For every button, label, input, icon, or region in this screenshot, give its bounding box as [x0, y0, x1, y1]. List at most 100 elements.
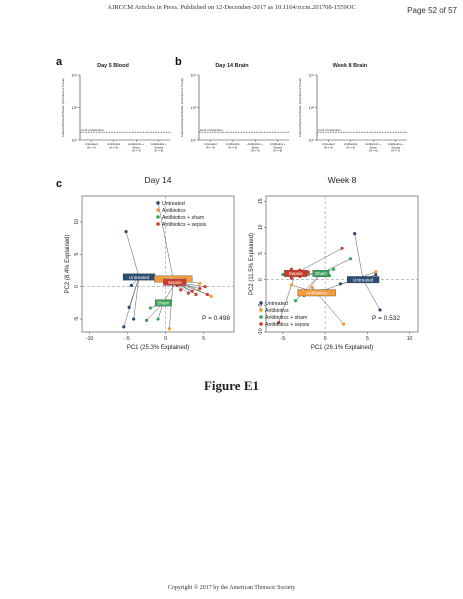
p-value-label: P = 0.532: [372, 315, 400, 322]
y-tick-label: 5: [258, 252, 264, 255]
category-label: Antibiotics (N = 6): [344, 142, 358, 149]
chart-title: Day 5 Blood: [97, 63, 129, 69]
spoke-line: [354, 233, 364, 280]
data-point: [293, 299, 298, 303]
data-point: [378, 308, 382, 312]
x-tick-label: 10: [407, 336, 413, 342]
category-label: Antibiotics + Sham (N = 4): [247, 142, 263, 153]
y-tick-label: 10⁴: [308, 74, 314, 78]
y-axis-label: Cultured Bacterial Burden (Colonies/mL T…: [180, 78, 184, 137]
data-point: [156, 317, 160, 321]
centroid-label-box: [297, 289, 336, 297]
category-label: Untreated (N = 4): [85, 142, 98, 149]
category-label: Antibiotics (N = 6): [107, 142, 121, 149]
x-axis-label: PC1 (26.1% Explained): [311, 345, 373, 351]
data-point: [127, 305, 131, 309]
y-axis-label: PC2 (11.5% Explained): [249, 233, 255, 295]
data-point: [374, 270, 378, 274]
data-point: [353, 232, 357, 236]
category-label: Antibiotics + Sepsis (N = 8): [270, 142, 286, 153]
chart-title: Week 8: [328, 175, 357, 185]
y-axis-label: Cultured Bacterial Burden (Colonies/mL T…: [61, 78, 65, 137]
y-tick-label: -5: [258, 303, 264, 308]
centroid-label: Sepsis: [168, 280, 182, 285]
centroid-label: Sham: [157, 301, 169, 306]
legend-marker: [259, 315, 263, 319]
page-number: Page 52 of 57: [407, 6, 457, 15]
legend-marker: [259, 308, 263, 312]
day14-brain-chart: Day 14 Brain 10⁴ 10² 10⁰ Cultured Bacterial …: [180, 63, 289, 153]
limit-of-detection-label: Limit of detection: [200, 128, 223, 132]
data-point: [122, 325, 126, 329]
spoke-line: [295, 248, 343, 274]
legend-marker: [259, 301, 263, 305]
data-point: [289, 276, 293, 280]
data-point: [306, 270, 310, 274]
chart-title: Day 14 Brain: [215, 63, 249, 69]
y-tick-label: 10²: [191, 106, 197, 110]
journal-header: AJRCCM Articles in Press. Published on 1…: [107, 4, 356, 11]
spoke-line: [316, 292, 344, 325]
legend-label: Untreated: [162, 201, 185, 207]
y-tick-label: 15: [258, 198, 264, 204]
limit-of-detection-label: Limit of detection: [318, 128, 341, 132]
day14-pca-chart: Day 14 -10 -5 0 5 -5 0 5 10 PC1 (25.3% Explained)…: [65, 175, 235, 351]
centroid-label-box: [312, 270, 330, 277]
centroid-label-box: [347, 276, 380, 284]
y-tick-label: 10⁰: [309, 139, 315, 143]
limit-of-detection-label: Limit of detection: [81, 128, 104, 132]
y-tick-label: 10⁰: [72, 139, 78, 143]
category-label: Antibiotics (N = 6): [226, 142, 240, 149]
centroid-label-box: [284, 270, 308, 277]
data-point: [132, 317, 136, 321]
legend-marker: [156, 208, 160, 212]
figure-caption: Figure E1: [203, 378, 259, 393]
data-point: [129, 283, 133, 287]
spoke-line: [125, 231, 140, 278]
spoke-line: [157, 202, 174, 279]
p-value-label: P = 0.498: [202, 315, 230, 322]
data-point: [348, 257, 353, 261]
legend-label: Antibiotics + sham: [162, 215, 204, 221]
y-tick-label: 10⁰: [191, 139, 197, 143]
data-point: [277, 320, 281, 325]
x-tick-label: 5: [202, 336, 205, 342]
legend-label: Antibiotics + sepsis: [162, 222, 207, 228]
plot-frame: [265, 195, 419, 333]
spoke-line: [362, 279, 381, 311]
chart-title: Day 14: [145, 175, 172, 185]
data-point: [331, 267, 336, 271]
y-axis-label: Cultured Bacterial Burden (Colonies/mL T…: [298, 78, 302, 137]
legend-label: Antibiotics: [265, 308, 289, 314]
data-point: [338, 282, 342, 286]
y-tick-label: 10²: [309, 106, 315, 110]
spoke-line: [133, 276, 140, 320]
spoke-line: [128, 276, 140, 308]
y-tick-label: 10: [74, 219, 80, 225]
category-label: Antibiotics + Sham (N = 4): [128, 142, 144, 153]
data-point: [342, 322, 346, 326]
data-point: [145, 318, 149, 322]
x-tick-label: 5: [366, 336, 369, 342]
category-label: Untreated (N = 4): [322, 142, 335, 149]
legend-marker: [156, 215, 160, 219]
y-tick-label: 10²: [72, 106, 78, 110]
panel-letter-a: a: [56, 56, 63, 68]
category-label: Untreated (N = 4): [204, 142, 217, 149]
y-tick-label: 0: [74, 285, 80, 288]
data-point: [167, 327, 171, 331]
legend-marker: [156, 201, 160, 205]
data-point: [124, 230, 128, 234]
data-point: [310, 285, 315, 290]
data-point: [205, 292, 209, 297]
y-tick-label: 10⁴: [71, 74, 77, 78]
y-tick-label: 10: [258, 224, 264, 230]
data-point: [198, 287, 202, 291]
spoke-line: [316, 271, 376, 294]
legend-label: Antibiotics + sepsis: [265, 322, 310, 328]
data-point: [340, 246, 344, 250]
centroid-label-box: [154, 299, 172, 307]
day5-blood-chart: Day 5 Blood 10⁴ 10² 10⁰ Cultured Bacterial B…: [61, 63, 170, 153]
y-tick-label: -5: [74, 317, 80, 322]
copyright-footer: Copyright © 2017 by the American Thoraci…: [167, 585, 296, 591]
